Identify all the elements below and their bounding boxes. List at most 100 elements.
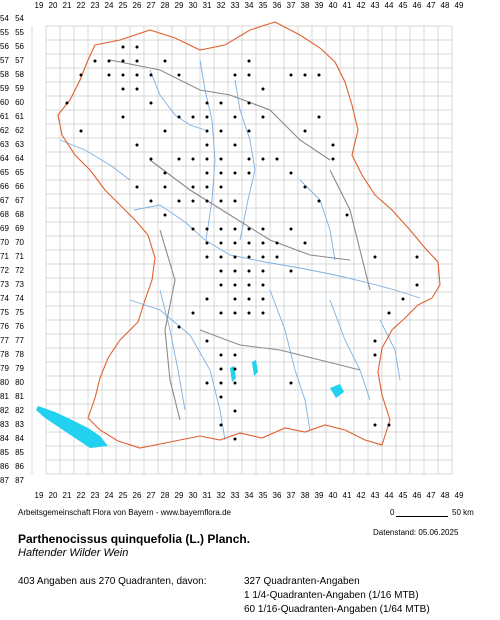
- occurrence-point: [219, 171, 223, 175]
- river-h: [299, 179, 336, 261]
- river-e: [269, 289, 311, 431]
- x-label-bottom: 40: [328, 491, 338, 500]
- x-label-bottom: 41: [342, 491, 352, 500]
- x-label-top: 26: [132, 1, 142, 10]
- y-label-right: 83: [0, 420, 9, 429]
- y-label-left: 56: [15, 42, 24, 51]
- y-label-right: 75: [0, 308, 9, 317]
- y-label-right: 68: [0, 210, 9, 219]
- occurrence-point: [373, 339, 377, 343]
- y-label-right: 64: [0, 154, 9, 163]
- occurrence-point: [289, 227, 293, 231]
- lake-starnberger: [252, 360, 258, 376]
- x-label-bottom: 38: [300, 491, 310, 500]
- occurrence-point: [219, 199, 223, 203]
- occurrence-point: [135, 73, 139, 77]
- x-label-bottom: 25: [118, 491, 128, 500]
- occurrence-point: [233, 297, 237, 301]
- x-label-top: 23: [90, 1, 100, 10]
- x-label-top: 35: [258, 1, 268, 10]
- occurrence-point: [415, 255, 419, 259]
- inner-border-center: [149, 159, 351, 261]
- occurrence-point: [121, 73, 125, 77]
- occurrence-point: [289, 269, 293, 273]
- x-label-top: 22: [76, 1, 86, 10]
- occurrence-point: [261, 241, 265, 245]
- occurrence-point: [177, 325, 181, 329]
- occurrence-point: [247, 157, 251, 161]
- occurrence-point: [107, 59, 111, 63]
- occurrence-point: [205, 171, 209, 175]
- occurrence-point: [261, 87, 265, 91]
- y-label-left: 63: [15, 140, 24, 149]
- occurrence-point: [219, 185, 223, 189]
- river-j: [379, 319, 401, 381]
- occurrence-point: [233, 283, 237, 287]
- stats-summary: 403 Angaben aus 270 Quadranten, davon:: [18, 576, 207, 587]
- occurrence-point: [233, 143, 237, 147]
- occurrence-point: [317, 199, 321, 203]
- y-label-right: 67: [0, 196, 9, 205]
- occurrence-point: [261, 297, 265, 301]
- y-label-right: 62: [0, 126, 9, 135]
- occurrence-point: [191, 311, 195, 315]
- y-label-left: 62: [15, 126, 24, 135]
- x-label-top: 41: [342, 1, 352, 10]
- river-g: [159, 289, 186, 411]
- y-label-left: 69: [15, 224, 24, 233]
- occurrence-point: [233, 353, 237, 357]
- y-label-right: 73: [0, 280, 9, 289]
- occurrence-point: [177, 73, 181, 77]
- y-label-left: 73: [15, 280, 24, 289]
- occurrence-point: [233, 367, 237, 371]
- x-label-top: 21: [62, 1, 72, 10]
- occurrence-point: [205, 241, 209, 245]
- x-label-bottom: 43: [370, 491, 380, 500]
- occurrence-point: [177, 115, 181, 119]
- occurrence-point: [373, 255, 377, 259]
- river-c: [234, 79, 256, 241]
- lake-chiemsee: [330, 384, 344, 398]
- occurrence-point: [121, 115, 125, 119]
- stats-line-3: 60 1/16-Quadranten-Angaben (1/64 MTB): [244, 604, 430, 615]
- x-label-bottom: 30: [188, 491, 198, 500]
- x-label-top: 47: [426, 1, 436, 10]
- occurrence-point: [373, 353, 377, 357]
- occurrence-point: [191, 199, 195, 203]
- x-label-top: 40: [328, 1, 338, 10]
- occurrence-point: [303, 185, 307, 189]
- river-d: [129, 299, 226, 441]
- y-label-left: 68: [15, 210, 24, 219]
- scale-bar: [396, 516, 448, 517]
- x-label-bottom: 20: [48, 491, 58, 500]
- occurrence-point: [345, 213, 349, 217]
- river-b: [149, 69, 206, 131]
- species-common-name: Haftender Wilder Wein: [18, 547, 129, 559]
- y-label-right: 78: [0, 350, 9, 359]
- y-label-right: 71: [0, 252, 9, 261]
- occurrence-point: [233, 171, 237, 175]
- inner-border-south: [199, 329, 361, 371]
- occurrence-point: [219, 353, 223, 357]
- occurrence-point: [233, 199, 237, 203]
- occurrence-point: [219, 241, 223, 245]
- occurrence-point: [219, 283, 223, 287]
- y-label-left: 86: [15, 462, 24, 471]
- occurrence-point: [205, 381, 209, 385]
- x-label-bottom: 28: [160, 491, 170, 500]
- occurrence-point: [303, 129, 307, 133]
- y-label-left: 55: [15, 28, 24, 37]
- x-label-bottom: 24: [104, 491, 114, 500]
- lake-bodensee: [36, 406, 108, 448]
- occurrence-point: [233, 409, 237, 413]
- x-label-top: 28: [160, 1, 170, 10]
- occurrence-point: [247, 129, 251, 133]
- occurrence-point: [261, 227, 265, 231]
- occurrence-point: [205, 185, 209, 189]
- y-label-right: 61: [0, 112, 9, 121]
- occurrence-point: [247, 101, 251, 105]
- occurrence-point: [149, 73, 153, 77]
- y-label-right: 72: [0, 266, 9, 275]
- x-label-top: 37: [286, 1, 296, 10]
